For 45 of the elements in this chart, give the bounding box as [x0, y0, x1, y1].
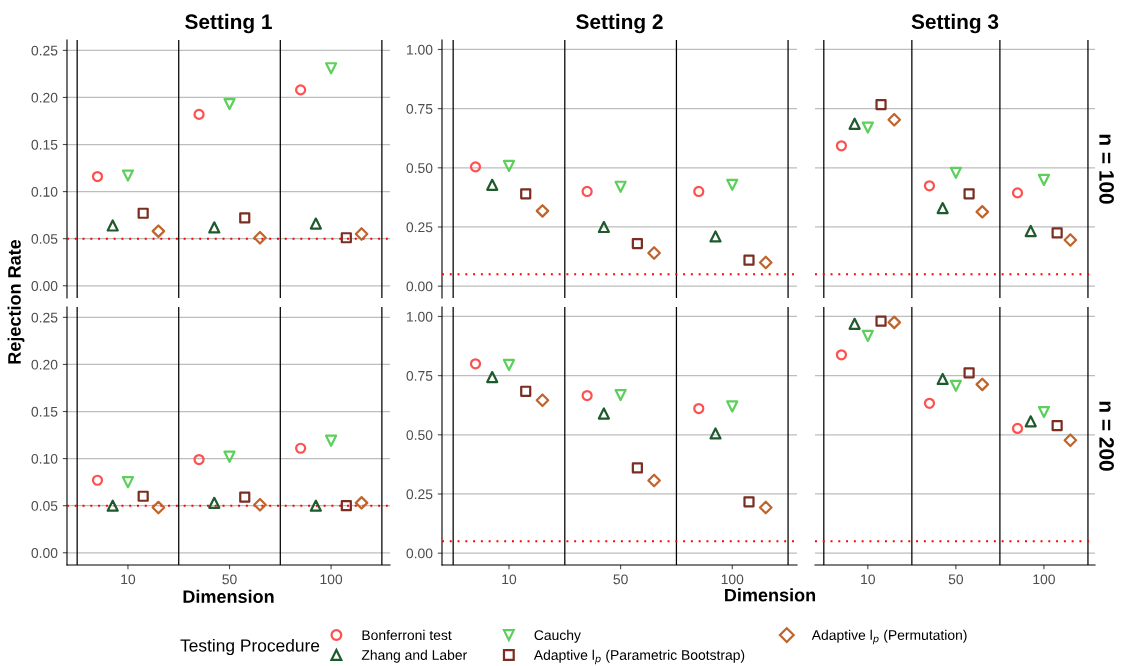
y-tick-label: 0.25 [406, 489, 433, 500]
x-axis-title: Dimension [725, 588, 816, 602]
y-tick-label: 0.50 [406, 163, 433, 173]
legend-label: Cauchy [534, 629, 581, 643]
x-axis-title: Dimension [183, 589, 274, 604]
chart-title: Setting 1 [185, 13, 272, 34]
y-tick-label: 0.20 [31, 359, 58, 370]
y-tick-label: 0.00 [406, 548, 433, 559]
y-tick-label: 0.10 [31, 453, 58, 464]
text: n = 200 [1099, 401, 1114, 471]
y-tick-label: 0.15 [31, 406, 58, 417]
y-tick-label: 0.10 [31, 186, 58, 197]
y-tick-label: 0.05 [31, 501, 58, 511]
legend-label: Bonferroni test [362, 629, 452, 641]
y-tick-label: 0.25 [31, 45, 58, 56]
chart-title: Setting 2 [576, 13, 663, 34]
y-tick-label: 0.05 [31, 234, 58, 244]
x-tick-label: 50 [222, 574, 237, 585]
x-tick-label: 50 [613, 574, 628, 585]
x-tick-label: 10 [861, 574, 876, 585]
y-tick-label: 0.15 [31, 139, 58, 150]
text: n = 100 [1099, 134, 1114, 204]
y-tick-label: 0.75 [406, 103, 433, 114]
y-tick-label: 1.00 [407, 44, 433, 55]
legend-label: Zhang and Laber [361, 649, 467, 663]
x-tick-label: 100 [1033, 574, 1055, 585]
y-tick-label: 0.00 [406, 281, 433, 292]
x-tick-label: 100 [721, 574, 744, 585]
x-tick-label: 10 [502, 574, 517, 585]
y-tick-label: 0.00 [31, 548, 58, 558]
x-tick-label: 10 [121, 574, 136, 585]
legend-label: Adaptive l$_{p}$ (Parametric Bootstrap) [533, 649, 745, 665]
y-tick-label: 0.75 [406, 370, 433, 381]
y-tick-label: 1.00 [407, 311, 433, 322]
x-tick-label: 50 [948, 574, 964, 585]
y-tick-label: 0.00 [31, 281, 58, 291]
y-tick-label: 0.25 [31, 312, 58, 323]
legend-label: Adaptive l$_{p}$ (Permutation) [811, 629, 967, 645]
y-tick-label: 0.50 [406, 430, 433, 440]
legend-title: Testing Procedure [180, 638, 320, 656]
y-tick-label: 0.25 [406, 222, 433, 233]
y-tick-label: 0.20 [31, 92, 58, 103]
x-tick-label: 100 [320, 574, 343, 585]
chart-title: Setting 3 [911, 13, 999, 34]
y-axis-title: Rejection Rate [7, 239, 25, 364]
